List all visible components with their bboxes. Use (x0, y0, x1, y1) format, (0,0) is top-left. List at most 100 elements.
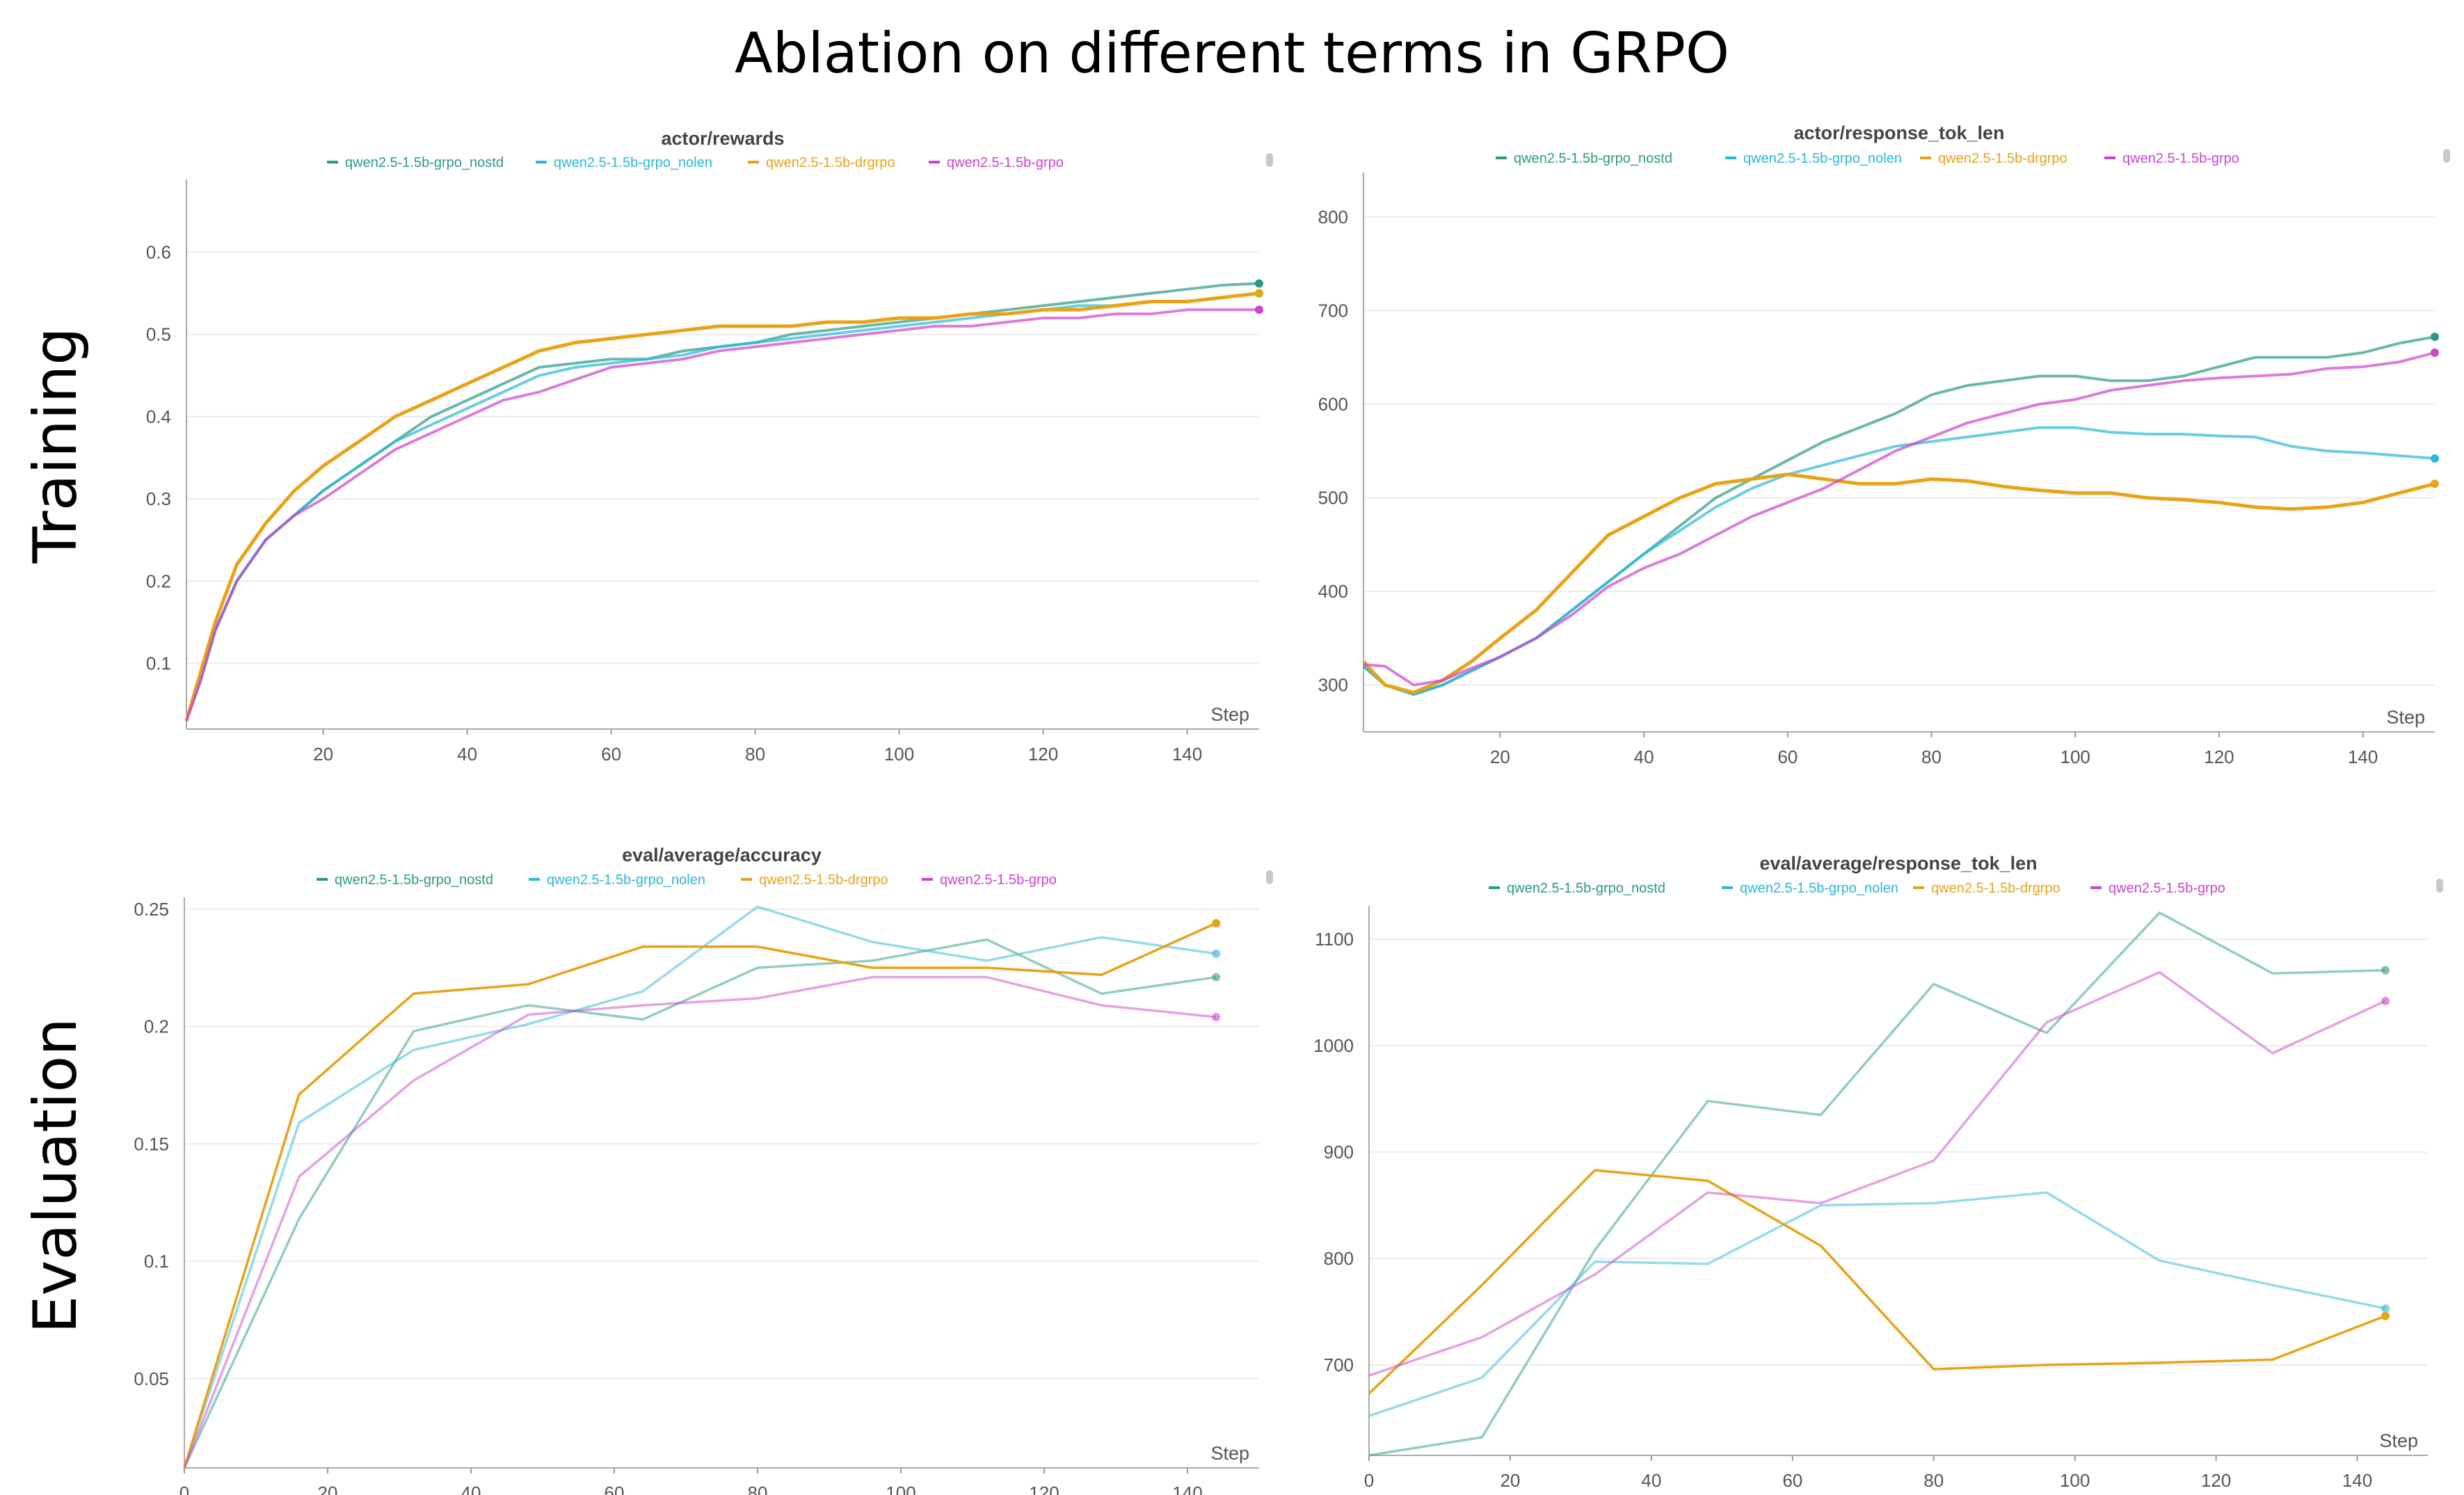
legend-label[interactable]: qwen2.5-1.5b-grpo (947, 155, 1064, 170)
x-tick-label: 0 (179, 1482, 189, 1495)
x-tick-label: 100 (886, 1482, 915, 1495)
series-line-qwen2.5-1.5b-grpo (185, 308, 1259, 721)
chart-title: eval/average/accuracy (622, 845, 822, 865)
y-tick-label: 0.1 (146, 653, 171, 673)
x-tick-label: 40 (1641, 1470, 1661, 1491)
x-tick-label: 120 (2204, 746, 2234, 767)
y-tick-label: 700 (1324, 1354, 1354, 1375)
series-end-point (2431, 333, 2439, 342)
series-line-qwen2.5-1.5b-grpo (183, 975, 1217, 1469)
figure-title: Ablation on different terms in GRPO (735, 21, 1729, 86)
series-line-qwen2.5-1.5b-grpo_nostd (1362, 335, 2435, 696)
y-tick-label: 600 (1318, 394, 1348, 415)
x-axis-label: Step (1210, 1443, 1249, 1464)
legend-label[interactable]: qwen2.5-1.5b-grpo (940, 872, 1057, 888)
series-line-qwen2.5-1.5b-grpo_nostd (183, 938, 1217, 1469)
chart-panel-3: eval/average/response_tok_len qwen2.5-1.5… (1313, 853, 2443, 1491)
series-end-point (1255, 289, 1263, 298)
legend-label[interactable]: qwen2.5-1.5b-grpo_nolen (554, 155, 712, 170)
chart-title: eval/average/response_tok_len (1759, 853, 2037, 874)
series-end-point (2381, 966, 2390, 975)
y-tick-label: 0.4 (146, 406, 171, 427)
series-end-point (1212, 973, 1221, 982)
series-end-point (2431, 348, 2439, 357)
legend-label[interactable]: qwen2.5-1.5b-grpo (2109, 881, 2225, 896)
y-tick-label: 800 (1324, 1248, 1354, 1269)
chart-panel-0: actor/rewards qwen2.5-1.5b-grpo_nostd qwen… (146, 128, 1273, 765)
x-tick-label: 60 (601, 744, 621, 765)
legend-label[interactable]: qwen2.5-1.5b-grpo_nolen (1743, 151, 1902, 166)
x-tick-label: 80 (1921, 746, 1942, 767)
x-axis-label: Step (1210, 704, 1249, 725)
legend-label[interactable]: qwen2.5-1.5b-drgrpo (1938, 151, 2067, 166)
y-tick-label: 0.6 (146, 242, 171, 263)
series-line-qwen2.5-1.5b-drgrpo (1368, 1169, 2386, 1395)
series-line-qwen2.5-1.5b-grpo (1368, 970, 2386, 1377)
series-end-point (2431, 479, 2439, 488)
legend-label[interactable]: qwen2.5-1.5b-drgrpo (766, 155, 895, 170)
chart-title: actor/response_tok_len (1793, 122, 2004, 143)
y-tick-label: 0.25 (134, 899, 169, 920)
series-end-point (1255, 279, 1263, 288)
legend-scroll-handle[interactable] (2443, 149, 2450, 163)
x-tick-label: 120 (1028, 744, 1058, 765)
y-tick-label: 1000 (1313, 1035, 1354, 1056)
legend-label[interactable]: qwen2.5-1.5b-grpo_nolen (1740, 881, 1898, 896)
x-tick-label: 20 (1500, 1470, 1520, 1491)
legend-scroll-handle[interactable] (2436, 879, 2443, 893)
legend-label[interactable]: qwen2.5-1.5b-grpo_nolen (547, 872, 705, 888)
x-tick-label: 80 (748, 1482, 768, 1495)
x-tick-label: 120 (1029, 1482, 1059, 1495)
series-end-point (1255, 305, 1263, 314)
legend-scroll-handle[interactable] (1266, 153, 1273, 167)
y-tick-label: 0.5 (146, 324, 171, 345)
y-tick-label: 300 (1318, 675, 1348, 696)
x-tick-label: 20 (318, 1482, 338, 1495)
y-tick-label: 0.15 (134, 1133, 169, 1154)
x-tick-label: 140 (2348, 746, 2378, 767)
x-tick-label: 140 (1172, 1482, 1202, 1495)
chart-panel-2: eval/average/accuracy qwen2.5-1.5b-grpo_n… (134, 845, 1273, 1495)
legend-label[interactable]: qwen2.5-1.5b-grpo (2122, 151, 2239, 166)
x-tick-label: 120 (2201, 1470, 2231, 1491)
x-tick-label: 60 (1782, 1470, 1802, 1491)
x-tick-label: 20 (313, 744, 333, 765)
series-line-qwen2.5-1.5b-grpo (1363, 351, 2435, 687)
series-end-point (2381, 1311, 2390, 1320)
legend-scroll-handle[interactable] (1266, 870, 1273, 884)
y-tick-label: 0.05 (134, 1368, 169, 1389)
series-end-point (1212, 949, 1221, 958)
series-end-point (2381, 1304, 2390, 1313)
x-tick-label: 40 (457, 744, 477, 765)
x-axis-label: Step (2386, 707, 2425, 728)
y-tick-label: 800 (1318, 207, 1348, 227)
legend-label[interactable]: qwen2.5-1.5b-grpo_nostd (1514, 151, 1672, 166)
legend-label[interactable]: qwen2.5-1.5b-drgrpo (1931, 881, 2061, 896)
legend-label[interactable]: qwen2.5-1.5b-grpo_nostd (335, 872, 493, 888)
x-axis-label: Step (2379, 1430, 2418, 1451)
series-end-point (2431, 454, 2439, 463)
legend-label[interactable]: qwen2.5-1.5b-grpo_nostd (345, 155, 504, 170)
x-tick-label: 20 (1490, 746, 1510, 767)
y-tick-label: 0.2 (144, 1016, 169, 1037)
x-tick-label: 80 (1923, 1470, 1944, 1491)
y-tick-label: 400 (1318, 581, 1348, 602)
x-tick-label: 140 (2342, 1470, 2372, 1491)
x-tick-label: 40 (461, 1482, 481, 1495)
y-tick-label: 1100 (1315, 929, 1354, 950)
series-line-qwen2.5-1.5b-grpo_nolen (185, 291, 1260, 721)
y-tick-label: 0.2 (146, 570, 171, 591)
legend-label[interactable]: qwen2.5-1.5b-grpo_nostd (1507, 881, 1665, 896)
x-tick-label: 80 (745, 744, 765, 765)
y-tick-label: 700 (1318, 300, 1348, 321)
series-line-qwen2.5-1.5b-grpo_nolen (1362, 426, 2435, 696)
series-line-qwen2.5-1.5b-drgrpo (184, 291, 1260, 721)
x-tick-label: 100 (2060, 1470, 2090, 1491)
series-line-qwen2.5-1.5b-grpo_nolen (1368, 1191, 2386, 1418)
series-line-qwen2.5-1.5b-grpo_nolen (183, 905, 1217, 1469)
legend-label[interactable]: qwen2.5-1.5b-drgrpo (759, 872, 888, 888)
y-tick-label: 500 (1318, 488, 1348, 509)
x-tick-label: 60 (1777, 746, 1798, 767)
x-tick-label: 0 (1364, 1470, 1374, 1491)
